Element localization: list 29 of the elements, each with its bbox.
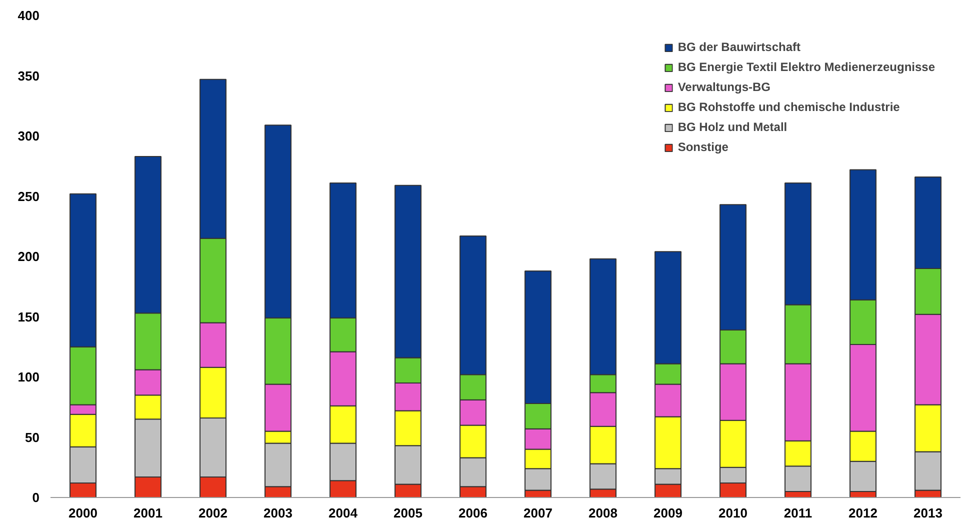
x-tick-label: 2013 [914,506,942,520]
y-tick-label: 150 [18,309,40,324]
legend-label: Sonstige [678,140,728,154]
x-tick-label: 2001 [134,506,162,520]
x-tick-label: 2008 [588,506,618,520]
legend-label: BG der Bauwirtschaft [678,40,801,54]
y-tick-label: 400 [18,8,40,23]
y-tick-label: 0 [32,490,40,505]
x-tick-label: 2004 [328,506,358,520]
x-tick-label: 2010 [718,506,748,520]
legend-label: BG Rohstoffe und chemische Industrie [678,100,900,114]
x-tick-label: 2000 [68,506,98,520]
x-tick-label: 2006 [458,506,488,520]
legend-label: BG Energie Textil Elektro Medienerzeugnisse [678,60,935,74]
y-tick-label: 100 [18,370,40,384]
legend-label: Verwaltungs-BG [678,80,770,94]
y-tick-label: 200 [18,249,40,264]
y-tick-label: 300 [18,128,40,144]
x-tick-label: 2003 [264,506,292,520]
x-tick-label: 2009 [654,506,682,520]
x-tick-label: 2011 [784,506,812,520]
x-tick-label: 2002 [198,506,228,520]
legend-label: BG Holz und Metall [678,120,788,134]
y-tick-label: 50 [25,430,40,445]
x-tick-label: 2005 [394,506,422,520]
y-tick-label: 250 [18,188,40,204]
x-tick-label: 2007 [524,506,552,520]
x-tick-label: 2012 [848,506,878,520]
y-tick-label: 350 [18,68,40,84]
